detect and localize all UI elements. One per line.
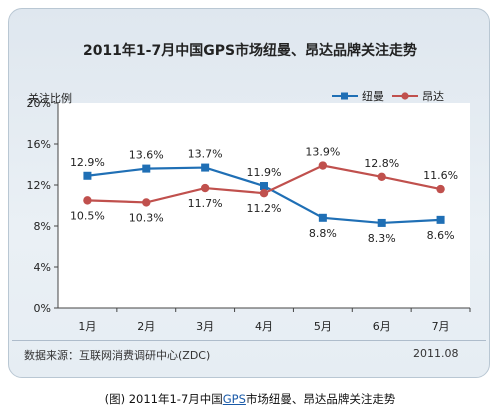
data-label: 12.8% [364,157,399,170]
x-tick-label: 5月 [314,320,332,333]
caption-prefix: (图) 2011年1-7月中国 [104,392,223,406]
data-label: 8.3% [368,232,396,245]
data-point [377,172,386,181]
data-point [83,171,92,180]
data-point [377,218,386,227]
data-label: 10.3% [129,211,164,224]
legend: 纽曼 昂达 [332,88,444,104]
data-point [318,213,327,222]
data-label: 12.9% [70,156,105,169]
data-label: 11.7% [188,197,223,210]
data-point [436,215,445,224]
data-label: 8.8% [309,227,337,240]
x-tick-label: 3月 [196,320,214,333]
chart-title: 2011年1-7月中国GPS市场纽曼、昂达品牌关注走势 [82,43,418,59]
x-tick-label: 2月 [137,320,155,333]
x-tick-label: 7月 [432,320,450,333]
data-point [260,182,268,191]
data-point [200,183,210,193]
publish-date: 2011.08 [413,347,459,360]
x-tick-label: 6月 [373,320,391,333]
y-tick-label: 0% [34,302,51,315]
data-label: 8.6% [427,229,455,242]
data-label: 11.2% [247,202,282,215]
legend-marker-series-1 [332,92,358,100]
data-label: 11.6% [423,169,458,182]
data-point [142,198,151,207]
x-tick-label: 1月 [78,320,96,333]
legend-item-series-2: 昂达 [392,88,444,104]
legend-item-series-1: 纽曼 [332,88,384,104]
y-tick-label: 12% [27,179,51,192]
data-point [259,189,269,198]
data-point [318,161,328,170]
legend-label-series-1: 纽曼 [362,90,384,103]
data-label: 11.9% [247,166,282,179]
data-point [142,164,151,173]
data-source: 数据来源：互联网消费调研中心(ZDC) [24,349,211,362]
data-label: 13.7% [188,148,223,161]
footer-divider [12,340,486,341]
legend-label-series-2: 昂达 [422,90,444,103]
caption-suffix: 市场纽曼、昂达品牌关注走势 [245,392,396,406]
y-tick-label: 16% [27,138,51,151]
data-label: 13.9% [305,146,340,159]
y-axis-label: 关注比例 [28,92,72,105]
figure-caption: (图) 2011年1-7月中国GPS市场纽曼、昂达品牌关注走势 [0,391,500,407]
y-tick-label: 20% [27,97,51,110]
data-label: 13.6% [129,149,164,162]
x-tick-label: 4月 [255,320,273,333]
data-point [201,163,210,172]
y-tick-label: 4% [34,261,51,274]
data-point [436,184,445,194]
caption-link[interactable]: GPS [222,392,246,406]
data-point [83,196,92,205]
plot-area [58,103,470,308]
y-tick-label: 8% [34,220,51,233]
data-label: 10.5% [70,209,105,222]
legend-marker-series-2 [392,92,418,100]
